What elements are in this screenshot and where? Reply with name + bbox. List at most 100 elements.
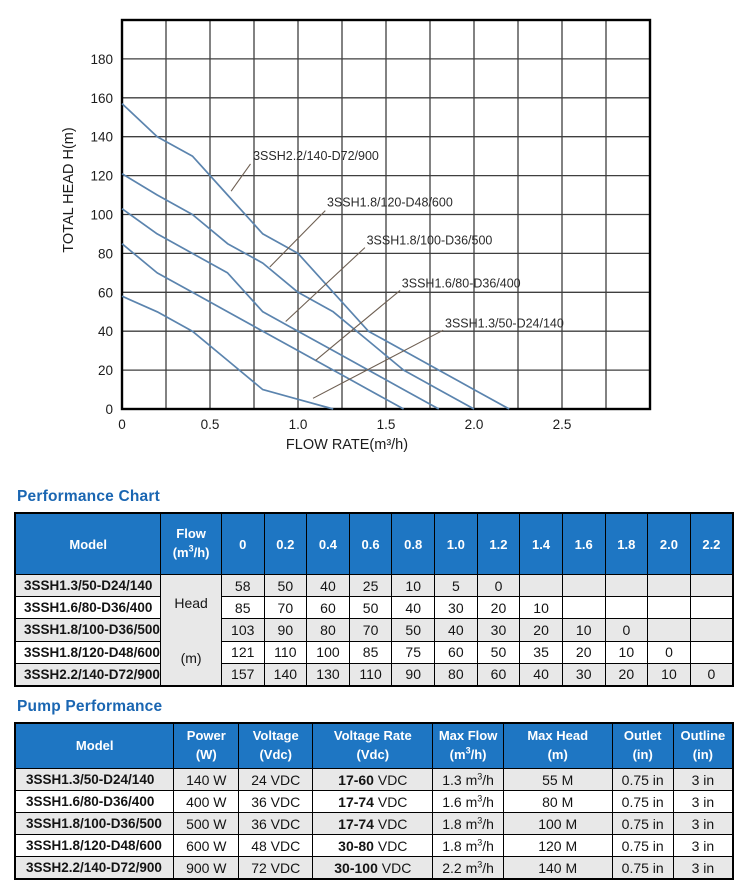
head-value-cell: 70 — [263, 596, 308, 620]
col-header-outlet: Outlet (in) — [611, 722, 674, 769]
head-value-cell: 10 — [391, 573, 436, 598]
max-head-cell: 55 M — [502, 768, 613, 791]
model-cell: 3SSH1.8/100-D36/500 — [14, 618, 162, 642]
head-value-cell — [647, 573, 691, 598]
head-value-cell — [561, 596, 606, 620]
max-head-cell: 120 M — [502, 834, 613, 857]
table-row: 3SSH1.8/100-D36/500 500 W 36 VDC 17-74 VDC 1… — [14, 812, 734, 835]
head-value-cell: 40 — [391, 596, 436, 620]
voltage-cell: 72 VDC — [238, 856, 314, 880]
head-value-cell: 5 — [434, 573, 478, 598]
x-tick-label: 0.5 — [201, 417, 220, 432]
curve-label: 3SSH1.8/120-D48/600 — [327, 196, 453, 210]
outline-cell: 3 in — [672, 768, 734, 791]
max-head-cell: 140 M — [502, 856, 613, 880]
voltage-rate-cell: 17-74 VDC — [312, 790, 434, 813]
y-tick-label: 0 — [105, 402, 113, 417]
head-value-cell: 0 — [647, 640, 691, 664]
model-cell: 3SSH2.2/140-D72/900 — [14, 662, 162, 687]
head-value-cell: 40 — [519, 662, 563, 687]
x-axis-title: FLOW RATE(m³/h) — [286, 437, 408, 453]
x-tick-label: 1.5 — [377, 417, 396, 432]
head-value-cell: 30 — [434, 596, 478, 620]
head-value-cell — [689, 596, 734, 620]
outlet-cell: 0.75 in — [611, 834, 674, 857]
col-header-max-flow: Max Flow (m3/h) — [432, 722, 504, 769]
y-tick-label: 180 — [90, 52, 113, 67]
head-value-cell: 20 — [519, 618, 563, 642]
head-value-cell: 10 — [561, 618, 606, 642]
y-tick-label: 140 — [90, 130, 113, 145]
head-value-cell: 35 — [519, 640, 563, 664]
y-tick-label: 20 — [98, 363, 113, 378]
head-value-cell — [689, 618, 734, 642]
voltage-cell: 36 VDC — [238, 790, 314, 813]
head-value-cell: 140 — [263, 662, 308, 687]
head-value-cell: 30 — [476, 618, 521, 642]
curve-label-leader — [315, 289, 401, 361]
x-tick-label: 0 — [118, 417, 126, 432]
voltage-rate-cell: 30-100 VDC — [312, 856, 434, 880]
table-row: 3SSH1.6/80-D36/400 400 W 36 VDC 17-74 VDC 1.… — [14, 790, 734, 813]
max-flow-cell: 2.2 m3/h — [432, 856, 504, 880]
plot-border — [120, 18, 652, 411]
head-value-cell: 25 — [348, 573, 393, 598]
col-header-flow-value: 0.4 — [306, 512, 350, 575]
voltage-rate-cell: 17-74 VDC — [312, 812, 434, 835]
head-unit-cell: Head (m) — [160, 574, 222, 687]
x-tick-label: 1.0 — [289, 417, 308, 432]
pump-performance-table: Model Power (W) Voltage (Vdc) Voltage Rate (Vd… — [14, 722, 734, 880]
head-value-cell: 85 — [348, 640, 393, 664]
col-header-voltage: Voltage (Vdc) — [238, 722, 314, 769]
head-value-cell — [604, 596, 649, 620]
col-header-max-head: Max Head (m) — [502, 722, 613, 769]
head-value-cell: 10 — [647, 662, 691, 687]
y-tick-label: 120 — [90, 169, 113, 184]
curve-label: 3SSH1.3/50-D24/140 — [445, 316, 564, 330]
max-flow-cell: 1.8 m3/h — [432, 834, 504, 857]
head-value-cell — [647, 618, 691, 642]
col-header-flow-value: 1.8 — [604, 512, 649, 575]
curve-label: 3SSH1.6/80-D36/400 — [402, 276, 521, 290]
table-row: 3SSH2.2/140-D72/900 900 W 72 VDC 30-100 VDC… — [14, 856, 734, 880]
outline-cell: 3 in — [672, 856, 734, 880]
col-header-flow-value: 0 — [220, 512, 265, 575]
table-row: 3SSH1.8/120-D48/600 121 110 100 85 75 60 50 35 20… — [14, 640, 734, 664]
head-value-cell: 50 — [391, 618, 436, 642]
outlet-cell: 0.75 in — [611, 856, 674, 880]
head-value-cell: 0 — [604, 618, 649, 642]
power-cell: 600 W — [173, 834, 240, 857]
head-value-cell: 103 — [220, 618, 265, 642]
head-value-cell: 130 — [306, 662, 350, 687]
power-cell: 140 W — [173, 768, 240, 791]
curve-3SSH2.2/140-D72/900 — [121, 102, 510, 410]
head-value-cell: 110 — [348, 662, 393, 687]
y-tick-label: 100 — [90, 208, 113, 223]
col-header-flow-value: 2.0 — [647, 512, 691, 575]
head-value-cell: 50 — [263, 573, 308, 598]
outlet-cell: 0.75 in — [611, 768, 674, 791]
col-header-flow-value: 0.2 — [263, 512, 308, 575]
power-cell: 400 W — [173, 790, 240, 813]
table-row: 3SSH2.2/140-D72/900 157 140 130 110 90 80 60 40 3… — [14, 662, 734, 687]
outline-cell: 3 in — [672, 812, 734, 835]
head-value-cell — [647, 596, 691, 620]
table-row: 3SSH1.8/120-D48/600 600 W 48 VDC 30-80 VDC 1… — [14, 834, 734, 857]
head-value-cell: 40 — [434, 618, 478, 642]
curve-label: 3SSH1.8/100-D36/500 — [367, 234, 493, 248]
head-value-cell — [689, 640, 734, 664]
pump-table-header-row: Model Power (W) Voltage (Vdc) Voltage Rate (Vd… — [14, 722, 734, 769]
head-value-cell: 40 — [306, 573, 350, 598]
table-row: 3SSH1.3/50-D24/140 Head (m) 58 50 40 25 10 5 0 — [14, 573, 734, 687]
col-header-model: Model — [14, 722, 175, 769]
power-cell: 500 W — [173, 812, 240, 835]
y-tick-label: 80 — [98, 246, 113, 261]
head-value-cell: 90 — [263, 618, 308, 642]
col-header-flow-value: 1.4 — [519, 512, 563, 575]
head-value-cell: 50 — [348, 596, 393, 620]
model-cell: 3SSH1.6/80-D36/400 — [14, 596, 162, 620]
voltage-rate-cell: 17-60 VDC — [312, 768, 434, 791]
voltage-cell: 36 VDC — [238, 812, 314, 835]
model-cell: 3SSH1.8/100-D36/500 — [14, 812, 175, 835]
x-tick-label: 2.0 — [465, 417, 484, 432]
